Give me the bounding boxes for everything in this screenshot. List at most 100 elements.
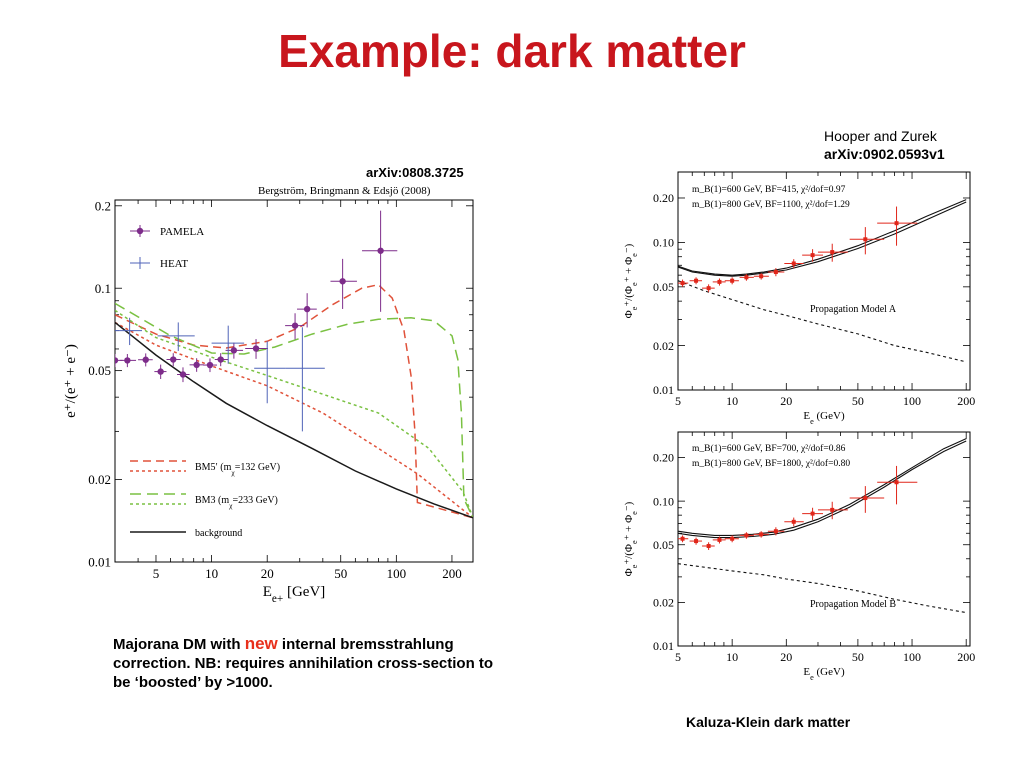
legend-label: PAMELA — [160, 226, 204, 238]
x-tick-label: 200 — [957, 394, 975, 408]
data-point — [791, 261, 796, 266]
x-tick-label: 5 — [675, 650, 681, 664]
x-tick-label: 20 — [780, 650, 792, 664]
caption-highlight: new — [244, 634, 278, 653]
data-point — [694, 278, 699, 283]
data-point — [680, 281, 685, 286]
data-point — [744, 275, 749, 280]
x-tick-label: 200 — [957, 650, 975, 664]
data-point — [694, 539, 699, 544]
x-tick-label: 50 — [334, 566, 347, 581]
data-point — [206, 361, 214, 369]
series-line — [678, 563, 967, 614]
left-arxiv-ref: arXiv:0808.3725 — [366, 165, 464, 180]
legend-label: BM5′ (mχ=132 GeV) — [195, 462, 280, 477]
annotation: m_B(1)=800 GeV, BF=1100, χ²/dof=1.29 — [692, 199, 850, 210]
data-point — [377, 247, 384, 254]
x-tick-label: 50 — [852, 650, 864, 664]
y-tick-label: 0.02 — [653, 339, 674, 353]
right-arxiv-ref: arXiv:0902.0593v1 — [824, 146, 945, 162]
x-tick-label: 200 — [442, 566, 462, 581]
series-line — [678, 438, 967, 536]
annotation: Propagation Model A — [810, 304, 897, 315]
y-tick-label: 0.01 — [88, 555, 111, 570]
y-tick-label: 0.20 — [653, 191, 674, 205]
data-point — [830, 250, 835, 255]
data-point — [744, 533, 749, 538]
series-line — [115, 283, 473, 519]
data-point — [863, 496, 868, 501]
x-tick-label: 100 — [387, 566, 407, 581]
series-line — [115, 321, 473, 519]
y-tick-label: 0.1 — [95, 281, 111, 296]
data-point — [810, 511, 815, 516]
y-tick-label: 0.10 — [653, 494, 674, 508]
data-point — [810, 253, 815, 258]
y-tick-label: 0.01 — [653, 639, 674, 653]
data-point — [252, 345, 260, 352]
x-tick-label: 5 — [675, 394, 681, 408]
data-point — [179, 371, 187, 378]
data-point — [894, 221, 899, 226]
legend-label: HEAT — [160, 258, 188, 270]
y-tick-label: 0.05 — [653, 280, 674, 294]
data-point — [291, 322, 299, 329]
data-point — [863, 237, 868, 242]
data-point — [170, 356, 177, 363]
x-tick-label: 10 — [205, 566, 218, 581]
x-tick-label: 10 — [726, 394, 738, 408]
data-point — [830, 507, 835, 512]
x-tick-label: 20 — [261, 566, 274, 581]
legend-label: background — [195, 528, 242, 539]
data-point — [680, 536, 685, 541]
x-tick-label: 100 — [903, 394, 921, 408]
data-point — [759, 532, 764, 537]
slide-title: Example: dark matter — [278, 25, 746, 77]
plot-area — [115, 210, 473, 519]
y-tick-label: 0.02 — [653, 596, 674, 610]
positron-fraction-chart-model-b: 5 10 20 50 100 200 0.01 0.02 0.05 0.10 0.20 Ee (GeV… — [623, 431, 975, 682]
series-line — [115, 309, 473, 519]
data-point — [706, 544, 711, 549]
data-point — [706, 286, 711, 291]
y-tick-label: 0.2 — [95, 198, 111, 213]
left-authors: Bergström, Bringmann & Edsjö (2008) — [258, 185, 431, 197]
data-point — [142, 356, 149, 363]
x-tick-label: 50 — [852, 394, 864, 408]
right-authors: Hooper and Zurek — [824, 128, 937, 144]
data-point — [115, 357, 119, 364]
data-point — [217, 356, 224, 363]
caption-part2: internal bremsstrahlung correction. NB: … — [113, 636, 494, 691]
right-caption: Kaluza-Klein dark matter — [686, 714, 851, 730]
data-point — [773, 529, 778, 534]
annotation: Propagation Model B — [810, 599, 896, 610]
plot-area — [678, 199, 967, 363]
data-point — [303, 305, 311, 313]
x-axis-label: Ee (GeV) — [803, 410, 845, 426]
y-axis-label: Φe⁺/(Φe⁺ + Φe⁻) — [623, 243, 639, 318]
data-point — [730, 278, 735, 283]
annotation: m_B(1)=600 GeV, BF=415, χ²/dof=0.97 — [692, 184, 846, 195]
data-point — [193, 361, 200, 369]
series-line — [115, 302, 473, 519]
x-tick-label: 5 — [153, 566, 160, 581]
data-point — [759, 274, 764, 279]
caption-part1: Majorana DM with — [113, 636, 245, 653]
y-tick-label: 0.20 — [653, 451, 674, 465]
data-point — [230, 347, 238, 354]
data-point — [791, 519, 796, 524]
y-axis-label: Φe⁺/(Φe⁺ + Φe⁻) — [623, 501, 639, 576]
data-point — [894, 480, 899, 485]
plot-area — [678, 438, 967, 614]
left-caption: Majorana DM with new internal bremsstrah… — [113, 634, 503, 692]
x-axis-label: Ee (GeV) — [803, 666, 845, 682]
data-point — [717, 537, 722, 542]
y-axis-label: e⁺/(e⁺ + e⁻) — [63, 344, 79, 418]
data-point — [730, 536, 735, 541]
data-point — [124, 357, 131, 364]
series-line — [678, 280, 967, 363]
annotation: m_B(1)=600 GeV, BF=700, χ²/dof=0.86 — [692, 443, 846, 454]
positron-fraction-chart-model-a: 5 10 20 50 100 200 0.01 0.02 0.05 0.10 0.20 Ee (GeV… — [623, 171, 975, 426]
y-tick-label: 0.05 — [88, 363, 111, 378]
plot-frame — [114, 199, 474, 563]
